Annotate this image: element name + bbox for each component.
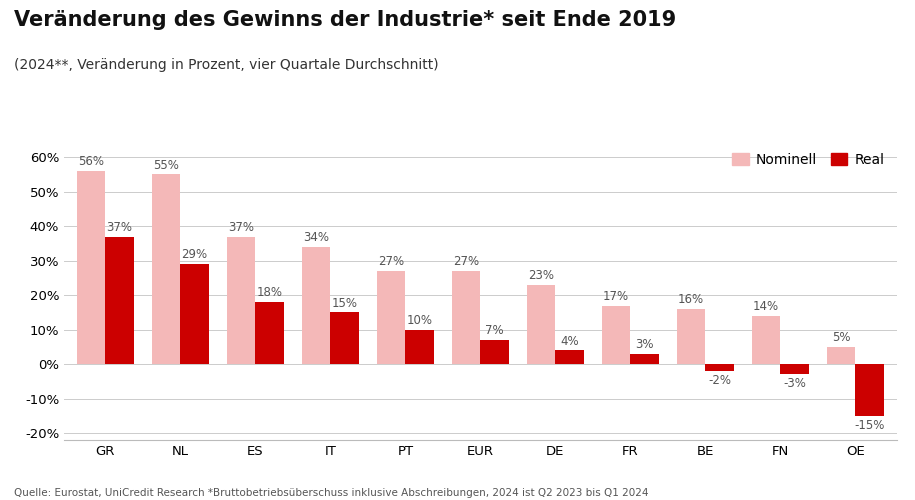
Text: 18%: 18% xyxy=(256,286,283,300)
Bar xyxy=(480,340,509,364)
Bar xyxy=(527,285,555,364)
Bar xyxy=(856,364,884,416)
Bar xyxy=(677,309,705,364)
Text: 29%: 29% xyxy=(181,248,208,262)
Text: 56%: 56% xyxy=(78,156,104,168)
Text: -2%: -2% xyxy=(708,374,731,387)
Text: 7%: 7% xyxy=(485,324,504,337)
Bar xyxy=(152,174,180,364)
Bar xyxy=(602,306,630,364)
Bar xyxy=(77,171,105,364)
Bar xyxy=(377,271,405,364)
Text: 10%: 10% xyxy=(406,314,433,327)
Text: 23%: 23% xyxy=(528,269,554,282)
Text: Veränderung des Gewinns der Industrie* seit Ende 2019: Veränderung des Gewinns der Industrie* s… xyxy=(14,10,676,30)
Text: -3%: -3% xyxy=(783,377,806,390)
Text: Quelle: Eurostat, UniCredit Research *Bruttobetriebsüberschuss inklusive Abschre: Quelle: Eurostat, UniCredit Research *Br… xyxy=(14,488,648,498)
Bar xyxy=(705,364,734,371)
Bar xyxy=(827,347,856,364)
Bar xyxy=(302,247,330,364)
Bar xyxy=(452,271,480,364)
Text: 37%: 37% xyxy=(228,221,254,234)
Bar xyxy=(180,264,209,364)
Legend: Nominell, Real: Nominell, Real xyxy=(727,147,889,172)
Text: -15%: -15% xyxy=(855,418,885,432)
Bar xyxy=(330,312,359,364)
Text: (2024**, Veränderung in Prozent, vier Quartale Durchschnitt): (2024**, Veränderung in Prozent, vier Qu… xyxy=(14,58,438,71)
Text: 14%: 14% xyxy=(753,300,780,313)
Text: 3%: 3% xyxy=(635,338,654,351)
Text: 4%: 4% xyxy=(560,334,579,347)
Bar xyxy=(227,236,255,364)
Bar xyxy=(405,330,434,364)
Bar xyxy=(555,350,584,364)
Text: 34%: 34% xyxy=(303,231,329,244)
Text: 17%: 17% xyxy=(603,290,630,303)
Text: 27%: 27% xyxy=(453,256,479,268)
Text: 37%: 37% xyxy=(106,221,133,234)
Text: 16%: 16% xyxy=(678,293,705,306)
Bar xyxy=(255,302,284,364)
Text: 15%: 15% xyxy=(331,296,358,310)
Text: 5%: 5% xyxy=(832,331,850,344)
Text: 55%: 55% xyxy=(153,158,179,172)
Text: 27%: 27% xyxy=(378,256,404,268)
Bar xyxy=(752,316,780,364)
Bar xyxy=(630,354,659,364)
Bar xyxy=(780,364,809,374)
Bar xyxy=(105,236,134,364)
